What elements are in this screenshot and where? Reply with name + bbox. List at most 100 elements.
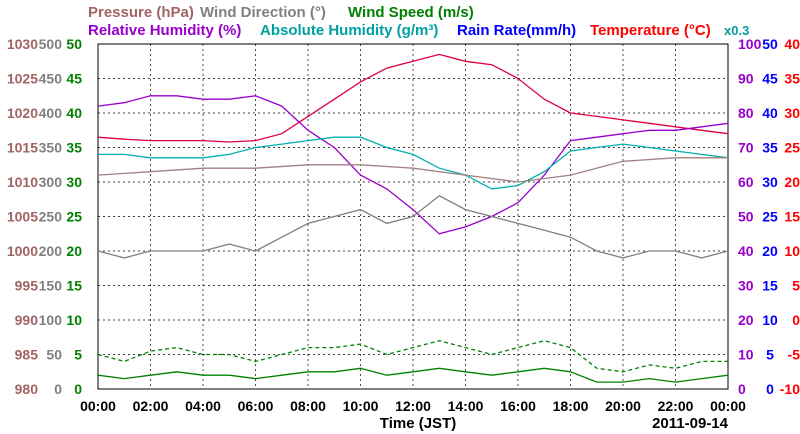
tick-label-wind_speed: 20 [66, 243, 82, 259]
series-line-relative-humidity [97, 95, 729, 235]
series-layer [97, 53, 729, 383]
x-tick-label: 06:00 [238, 398, 274, 414]
tick-label-rain_rate: 5 [766, 347, 774, 363]
tick-label-rain_rate: 20 [762, 243, 778, 259]
tick-label-temperature: 10 [784, 243, 800, 259]
tick-label-wind_dir: 50 [46, 347, 62, 363]
tick-label-pressure: 1010 [7, 174, 38, 190]
tick-label-temperature: 25 [784, 140, 800, 156]
tick-label-rain_rate: 40 [762, 105, 778, 121]
tick-label-wind_dir: 350 [39, 140, 63, 156]
tick-label-rain_rate: 15 [762, 278, 778, 294]
tick-label-rel_humidity: 10 [738, 347, 754, 363]
tick-label-wind_speed: 10 [66, 312, 82, 328]
tick-label-temperature: 35 [784, 71, 800, 87]
tick-label-wind_dir: 200 [39, 243, 63, 259]
tick-label-pressure: 980 [15, 381, 39, 397]
tick-label-pressure: 1030 [7, 36, 38, 52]
tick-label-rel_humidity: 50 [738, 209, 754, 225]
tick-label-temperature: 30 [784, 105, 800, 121]
tick-label-pressure: 1015 [7, 140, 38, 156]
legend-absolute-humidity: Absolute Humidity (g/m³) [260, 22, 438, 39]
tick-label-wind_speed: 5 [74, 347, 82, 363]
tick-label-wind_speed: 50 [66, 36, 82, 52]
tick-label-rel_humidity: 30 [738, 278, 754, 294]
x-tick-label: 10:00 [343, 398, 379, 414]
tick-label-rel_humidity: 100 [738, 36, 762, 52]
tick-label-pressure: 985 [15, 347, 39, 363]
legend-rain-rate: Rain Rate(mm/h) [457, 22, 576, 39]
tick-label-rel_humidity: 90 [738, 71, 754, 87]
tick-label-temperature: -10 [780, 381, 800, 397]
tick-label-wind_dir: 500 [39, 36, 63, 52]
tick-label-rel_humidity: 60 [738, 174, 754, 190]
series-line-wind-speed-m-s [97, 367, 729, 383]
abs-humidity-scale-note: x0.3 [724, 23, 749, 38]
tick-label-wind_dir: 400 [39, 105, 63, 121]
tick-label-temperature: -5 [788, 347, 800, 363]
tick-label-wind_dir: 0 [54, 381, 62, 397]
tick-label-rain_rate: 50 [762, 36, 778, 52]
x-tick-label: 08:00 [290, 398, 326, 414]
tick-label-temperature: 20 [784, 174, 800, 190]
plot-frame [97, 43, 729, 390]
x-tick-label: 00:00 [80, 398, 116, 414]
tick-label-wind_dir: 450 [39, 71, 63, 87]
x-tick-label: 04:00 [185, 398, 221, 414]
tick-label-pressure: 990 [15, 312, 39, 328]
tick-label-pressure: 1025 [7, 71, 38, 87]
series-line-wind-speed-gust-m-s [97, 340, 728, 373]
tick-label-rel_humidity: 20 [738, 312, 754, 328]
legend: Pressure (hPa) Wind Direction (°) Wind S… [88, 4, 749, 39]
x-tick-label: 12:00 [395, 398, 431, 414]
legend-temperature: Temperature (°C) [590, 22, 711, 39]
tick-label-temperature: 40 [784, 36, 800, 52]
legend-pressure: Pressure (hPa) [88, 4, 194, 21]
tick-label-wind_dir: 100 [39, 312, 63, 328]
x-tick-label: 02:00 [133, 398, 169, 414]
legend-relative-humidity: Relative Humidity (%) [88, 22, 241, 39]
tick-label-rain_rate: 45 [762, 71, 778, 87]
tick-label-rain_rate: 0 [766, 381, 774, 397]
tick-label-rain_rate: 35 [762, 140, 778, 156]
tick-label-wind_dir: 150 [39, 278, 63, 294]
series-line-pressure-hpa [97, 157, 728, 183]
tick-label-wind_dir: 300 [39, 174, 63, 190]
x-tick-label: 00:00 [710, 398, 746, 414]
tick-label-rel_humidity: 40 [738, 243, 754, 259]
tick-label-wind_speed: 15 [66, 278, 82, 294]
series-line-absolute-humidity-g-m [98, 136, 729, 190]
x-tick-label: 18:00 [553, 398, 589, 414]
series-line-wind-direction [97, 195, 729, 259]
x-tick-label: 14:00 [448, 398, 484, 414]
series-line-temperature-c [97, 53, 729, 143]
date-label: 2011-09-14 [652, 415, 729, 432]
tick-label-rain_rate: 25 [762, 209, 778, 225]
legend-wind-direction: Wind Direction (°) [200, 4, 326, 21]
x-axis-label: Time (JST) [380, 415, 456, 432]
tick-label-rain_rate: 10 [762, 312, 778, 328]
tick-label-rel_humidity: 0 [738, 381, 746, 397]
tick-label-pressure: 1005 [7, 209, 38, 225]
tick-label-wind_speed: 30 [66, 174, 82, 190]
x-tick-label: 16:00 [500, 398, 536, 414]
x-tick-label: 20:00 [605, 398, 641, 414]
tick-label-temperature: 5 [792, 278, 800, 294]
tick-label-wind_speed: 25 [66, 209, 82, 225]
tick-label-wind_speed: 40 [66, 105, 82, 121]
tick-label-pressure: 1020 [7, 105, 38, 121]
tick-label-pressure: 995 [15, 278, 39, 294]
tick-label-rain_rate: 30 [762, 174, 778, 190]
tick-label-wind_speed: 0 [74, 381, 82, 397]
tick-label-wind_speed: 35 [66, 140, 82, 156]
axis-tick-labels: 9809859909951000100510101015102010251030… [7, 36, 800, 414]
tick-label-rel_humidity: 80 [738, 105, 754, 121]
x-tick-label: 22:00 [658, 398, 694, 414]
legend-wind-speed: Wind Speed (m/s) [348, 4, 474, 21]
tick-label-wind_dir: 250 [39, 209, 63, 225]
tick-label-pressure: 1000 [7, 243, 38, 259]
tick-label-temperature: 15 [784, 209, 800, 225]
tick-label-rel_humidity: 70 [738, 140, 754, 156]
tick-label-wind_speed: 45 [66, 71, 82, 87]
